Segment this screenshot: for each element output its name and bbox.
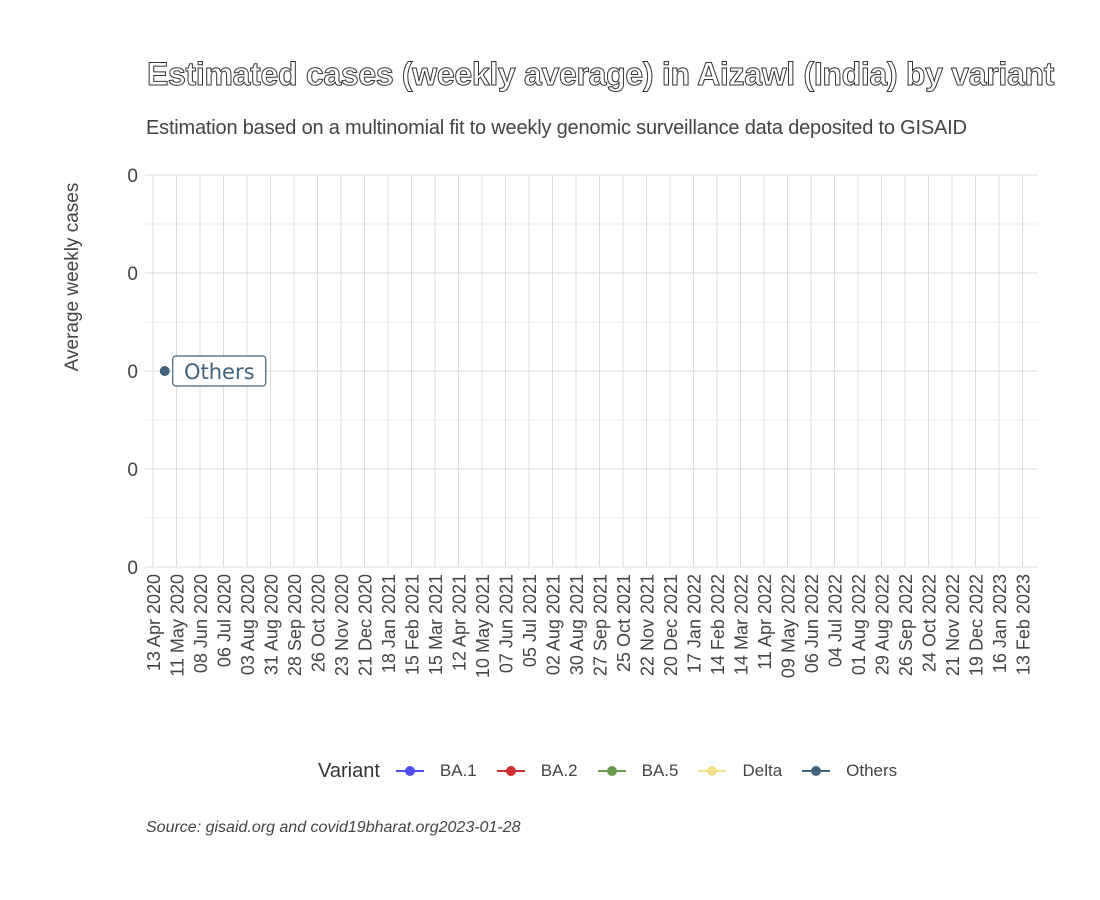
x-tick-label: 27 Sep 2021	[591, 574, 611, 676]
x-tick-label: 07 Jun 2021	[497, 574, 517, 673]
major-gridlines	[145, 174, 1038, 568]
x-tick-label: 24 Oct 2022	[920, 574, 940, 672]
x-tick-label: 14 Mar 2022	[732, 574, 752, 675]
y-tick-label: 0	[127, 362, 138, 383]
chart-title: Estimated cases (weekly average) in Aiza…	[147, 56, 1055, 93]
legend-key-point	[505, 766, 516, 776]
legend-label: BA.1	[439, 761, 477, 780]
legend-key	[596, 758, 628, 784]
legend: Variant BA.1 BA.2 BA.5 Delta Others	[318, 758, 915, 784]
x-tick-label: 06 Jul 2020	[215, 574, 235, 667]
x-tick-label: 09 May 2022	[779, 574, 799, 678]
legend-key-point	[707, 766, 718, 776]
x-tick-label: 21 Nov 2022	[943, 574, 963, 676]
legend-key-point	[606, 766, 617, 776]
y-tick-label: 0	[127, 460, 138, 481]
x-tick-label: 08 Jun 2020	[191, 574, 211, 673]
legend-key	[696, 758, 728, 784]
legend-key-point	[404, 766, 415, 776]
legend-key	[495, 758, 527, 784]
x-tick-label: 12 Apr 2021	[450, 574, 470, 671]
x-tick-label: 16 Jan 2023	[990, 574, 1010, 673]
x-tick-label: 11 May 2020	[168, 574, 188, 677]
legend-item: BA.1	[394, 758, 477, 784]
legend-key	[394, 758, 426, 784]
chart-subtitle: Estimation based on a multinomial fit to…	[146, 117, 967, 139]
y-tick-labels: 0 0 0 0 0	[127, 166, 138, 579]
x-tick-label: 26 Oct 2020	[309, 574, 329, 672]
x-tick-label: 14 Feb 2022	[708, 574, 728, 675]
series-point	[159, 366, 170, 376]
source-caption: Source: gisaid.org and covid19bharat.org…	[146, 819, 521, 836]
x-tick-label: 26 Sep 2022	[896, 574, 916, 676]
x-tick-label: 28 Sep 2020	[285, 574, 305, 676]
x-tick-label: 15 Feb 2021	[403, 574, 423, 675]
legend-item: Others	[800, 758, 897, 784]
x-tick-label: 13 Feb 2023	[1014, 574, 1034, 675]
legend-items: BA.1 BA.2 BA.5 Delta Others	[394, 758, 915, 784]
legend-title: Variant	[318, 759, 380, 782]
x-tick-label: 02 Aug 2021	[544, 574, 564, 675]
x-tick-label: 22 Nov 2021	[638, 574, 658, 676]
x-tick-label: 31 Aug 2020	[262, 574, 282, 675]
x-tick-label: 17 Jan 2022	[685, 574, 705, 673]
x-tick-label: 05 Jul 2021	[520, 574, 540, 667]
x-tick-label: 06 Jun 2022	[802, 574, 822, 673]
x-tick-label: 21 Dec 2020	[356, 574, 376, 676]
series-marks: Others	[159, 355, 267, 387]
y-tick-label: 0	[127, 166, 138, 187]
x-tick-label: 29 Aug 2022	[873, 574, 893, 675]
x-tick-label: 19 Dec 2022	[967, 574, 987, 676]
x-tick-label: 10 May 2021	[473, 574, 493, 678]
legend-label: BA.2	[540, 761, 578, 780]
legend-item: Delta	[696, 758, 782, 784]
y-tick-label: 0	[127, 264, 138, 285]
legend-item: BA.5	[596, 758, 679, 784]
legend-label: Others	[846, 761, 898, 780]
legend-item: BA.2	[495, 758, 578, 784]
series-label-box	[172, 355, 267, 387]
x-tick-label: 30 Aug 2021	[567, 574, 587, 675]
legend-label: BA.5	[641, 761, 679, 780]
x-tick-label: 01 Aug 2022	[849, 574, 869, 675]
x-tick-label: 04 Jul 2022	[826, 574, 846, 667]
legend-label: Delta	[742, 761, 783, 780]
x-tick-labels: 13 Apr 2020 11 May 2020 08 Jun 2020 06 Jul …	[144, 574, 1034, 678]
x-tick-label: 03 Aug 2020	[238, 574, 258, 675]
x-tick-label: 15 Mar 2021	[426, 574, 446, 675]
x-tick-label: 25 Oct 2021	[614, 574, 634, 672]
series-label: Others	[184, 360, 255, 384]
x-tick-label: 20 Dec 2021	[661, 574, 681, 676]
legend-key-point	[811, 766, 822, 776]
x-tick-label: 23 Nov 2020	[332, 574, 352, 676]
x-tick-label: 18 Jan 2021	[379, 574, 399, 673]
legend-key	[800, 758, 832, 784]
x-tick-label: 11 Apr 2022	[755, 574, 775, 670]
y-tick-label: 0	[127, 558, 138, 579]
x-tick-label: 13 Apr 2020	[144, 574, 164, 671]
